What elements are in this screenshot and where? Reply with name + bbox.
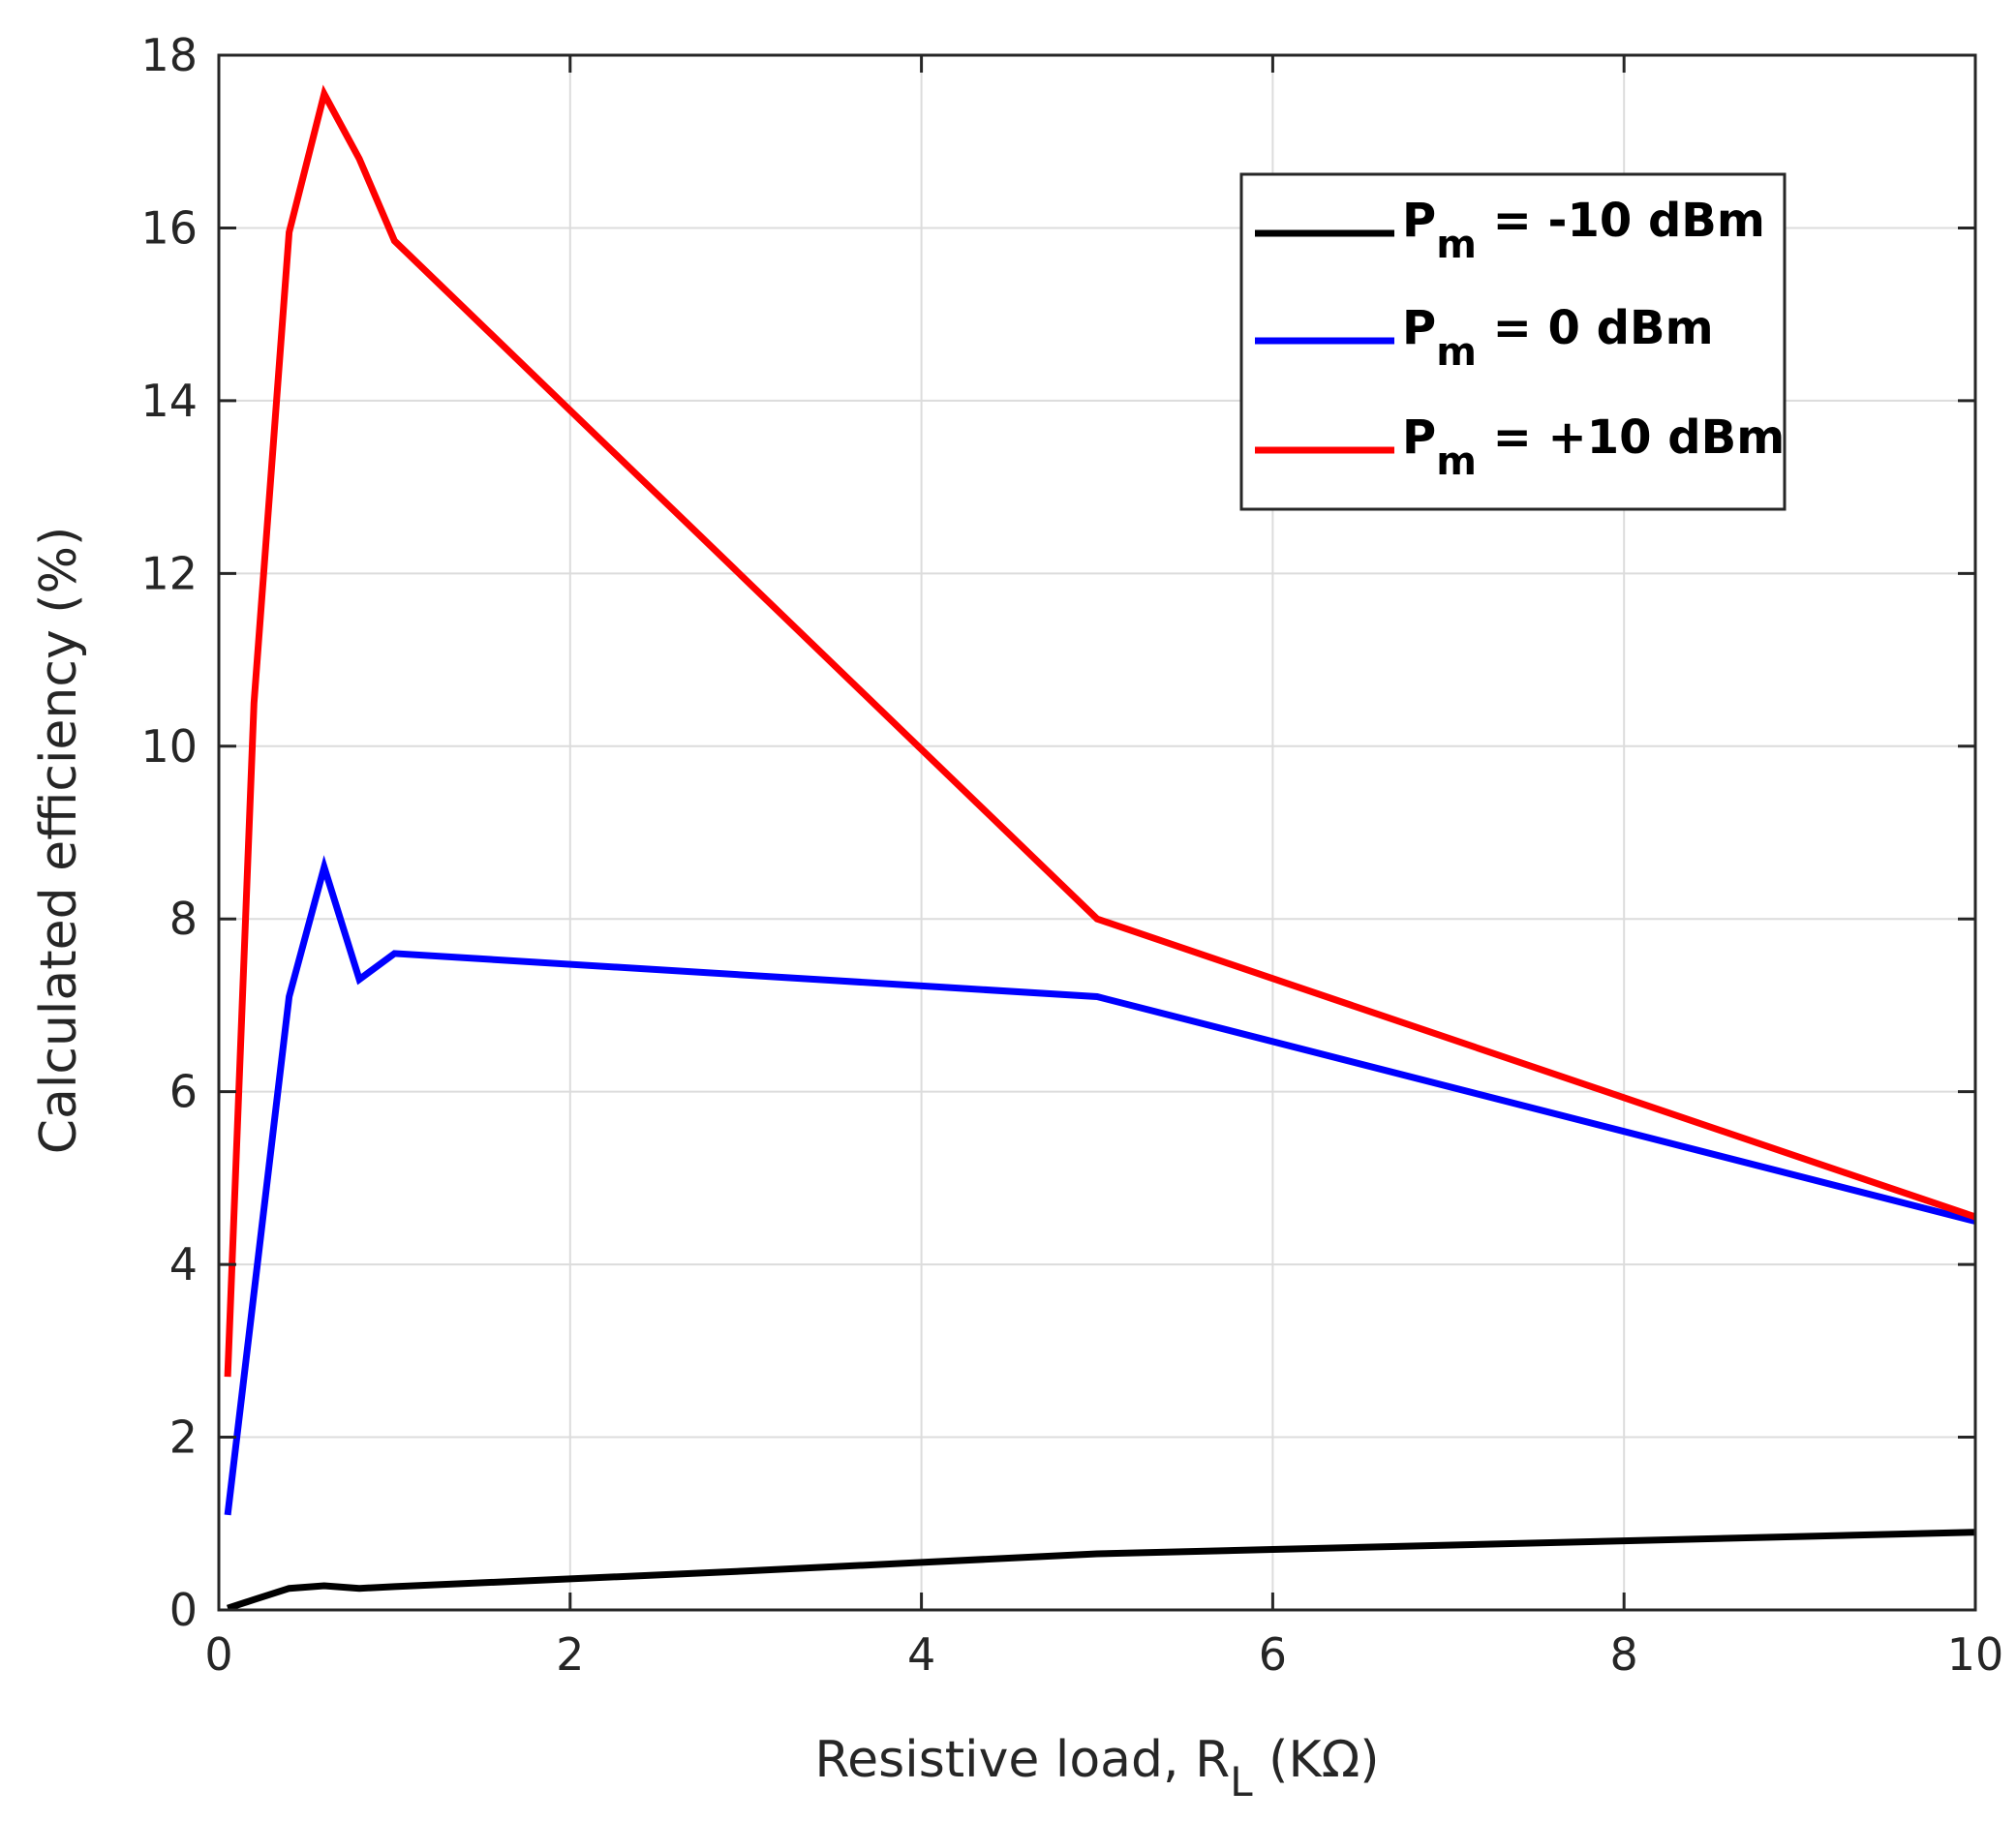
y-tick-label: 14: [140, 375, 198, 427]
legend-label-series-1-rest: = -10 dBm: [1477, 194, 1765, 248]
legend-label-series-3-main: P: [1402, 410, 1436, 465]
legend: Pm = -10 dBm Pm = 0 dBm Pm = +10 dBm: [1239, 172, 1787, 511]
legend-label-series-2-rest: = 0 dBm: [1477, 301, 1714, 355]
axis-ticks: 0 2 4 6 8 10 0 2 4 6 8 10 12 14 16 18: [140, 29, 2003, 1681]
y-axis-title: Calculated efficiency (%): [30, 527, 88, 1155]
series-line-3: [224, 84, 1977, 1378]
x-axis-title-subscript: L: [1230, 1758, 1253, 1806]
x-tick-label: 8: [1610, 1628, 1638, 1681]
series-lines: [224, 84, 1977, 1612]
x-tick-label: 4: [907, 1628, 935, 1681]
x-tick-label: 2: [556, 1628, 584, 1681]
x-axis-title-unit: (KΩ): [1253, 1731, 1380, 1789]
legend-label-series-3-rest: = +10 dBm: [1477, 410, 1785, 465]
y-tick-label: 16: [140, 201, 198, 254]
series-line-2: [224, 855, 1976, 1516]
legend-label-series-1: Pm = -10 dBm: [1402, 194, 1765, 267]
x-tick-label: 10: [1947, 1628, 2004, 1681]
x-axis-title-main: Resistive load, R: [814, 1731, 1230, 1789]
legend-label-series-2-main: P: [1402, 301, 1436, 355]
x-tick-label: 0: [204, 1628, 232, 1681]
plot-frame: [217, 53, 1977, 1612]
y-tick-label: 0: [169, 1584, 198, 1636]
y-tick-label: 2: [169, 1411, 198, 1464]
y-tick-label: 18: [140, 29, 198, 81]
y-tick-label: 12: [140, 547, 198, 599]
x-axis-title: Resistive load, RL (KΩ): [814, 1731, 1379, 1806]
legend-label-series-2: Pm = 0 dBm: [1402, 301, 1714, 375]
legend-label-series-1-sub: m: [1436, 223, 1477, 267]
legend-label-series-2-sub: m: [1436, 330, 1477, 375]
y-tick-label: 6: [169, 1066, 198, 1118]
legend-label-series-1-main: P: [1402, 194, 1436, 248]
legend-label-series-3-sub: m: [1436, 440, 1477, 484]
y-tick-label: 8: [169, 893, 198, 945]
x-tick-label: 6: [1259, 1628, 1287, 1681]
series-line-1: [227, 1529, 1976, 1612]
y-tick-label: 4: [169, 1238, 198, 1290]
legend-label-series-3: Pm = +10 dBm: [1402, 410, 1785, 484]
y-tick-label: 10: [140, 720, 198, 773]
